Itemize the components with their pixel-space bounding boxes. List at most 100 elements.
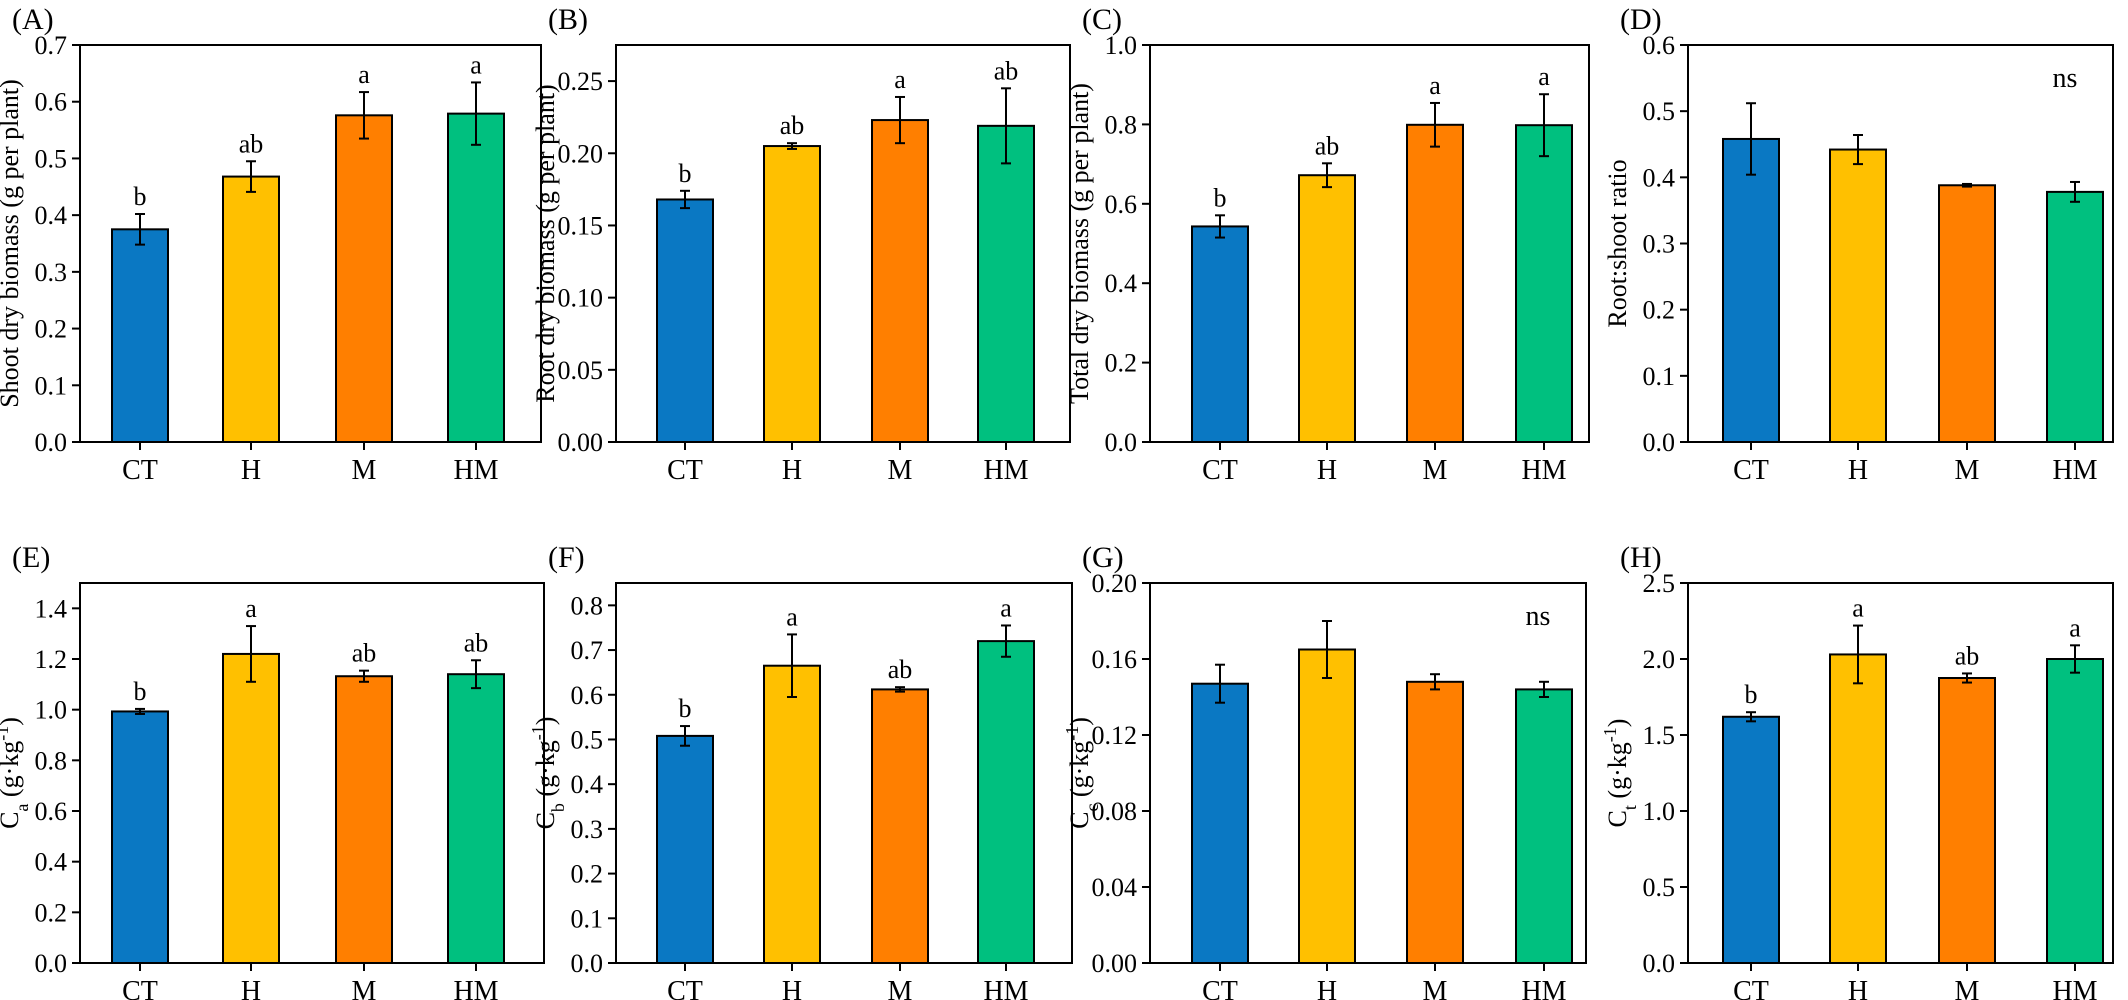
- x-tick-label: H: [1848, 976, 1868, 1000]
- bar: [1722, 137, 1780, 443]
- bar: [763, 664, 821, 964]
- y-tick-label: 0.0: [1105, 428, 1138, 457]
- y-tick-label: 0.5: [35, 144, 68, 173]
- y-tick-label: 0.0: [1643, 428, 1676, 457]
- y-axis-label: Root dry biomass (g per plant): [531, 84, 560, 402]
- chart-panel: (H) b CT a Hab Ma HM 0.0 0.5 1.0 1.5 2.0 2.5 Ct (g·kg…: [1600, 541, 2114, 1000]
- x-tick-label: CT: [122, 976, 158, 1000]
- y-tick-label: 2.5: [1643, 569, 1676, 598]
- y-tick-label: 1.2: [35, 645, 68, 674]
- y-tick-label: 0.3: [35, 258, 68, 287]
- x-tick-label: H: [241, 455, 261, 486]
- ylabel-unit: (g·kg: [1065, 741, 1094, 804]
- x-tick-label: H: [1317, 455, 1337, 486]
- y-tick-label: 0.25: [558, 67, 604, 96]
- bar: [871, 688, 929, 965]
- bar: [1829, 148, 1887, 443]
- x-tick-label: M: [888, 455, 913, 486]
- x-tick-label: M: [888, 976, 913, 1000]
- bar: [1406, 123, 1464, 443]
- x-tick-label: HM: [1521, 976, 1566, 1000]
- x-tick-label: CT: [667, 455, 703, 486]
- x-tick-label: HM: [453, 455, 498, 486]
- ylabel-base: C: [531, 812, 560, 829]
- significance-letter: b: [679, 694, 692, 723]
- ylabel-close: ): [1603, 719, 1632, 728]
- x-tick-label: M: [1423, 455, 1448, 486]
- ylabel-subscript: t: [1620, 805, 1640, 810]
- y-tick-label: 0.12: [1092, 721, 1138, 750]
- y-tick-label: 0.1: [571, 904, 604, 933]
- y-tick-label: 1.4: [35, 594, 68, 623]
- y-tick-label: 1.0: [1643, 797, 1676, 826]
- significance-letter: b: [1745, 680, 1758, 709]
- plot-frame: [615, 582, 1073, 964]
- significance-letter: ab: [464, 628, 489, 657]
- significance-letter: ab: [888, 655, 913, 684]
- y-tick-label: 0.6: [1643, 31, 1676, 60]
- x-tick-label: CT: [667, 976, 703, 1000]
- x-tick-label: H: [782, 455, 802, 486]
- bar: [1406, 680, 1464, 964]
- x-tick-label: CT: [1733, 455, 1769, 486]
- plot-frame: [1149, 44, 1590, 443]
- bar: [656, 198, 714, 443]
- ylabel-close: ): [531, 717, 560, 726]
- y-tick-label: 0.3: [1643, 230, 1676, 259]
- panel-label: (A): [12, 3, 54, 36]
- significance-letter: b: [679, 159, 692, 188]
- bar: [763, 145, 821, 444]
- y-tick-label: 0.2: [1105, 349, 1138, 378]
- x-tick-label: CT: [1202, 976, 1238, 1000]
- y-tick-label: 0.7: [571, 636, 604, 665]
- y-tick-label: 0.0: [1643, 949, 1676, 978]
- y-axis-label: Root:shoot ratio: [1603, 159, 1632, 327]
- y-axis-label: Cc (g·kg-1): [1062, 717, 1102, 829]
- x-tick-label: H: [782, 976, 802, 1000]
- bar: [1722, 715, 1780, 965]
- significance-letter: ab: [1955, 641, 1980, 670]
- ylabel-base: C: [0, 812, 24, 829]
- significance-letter: b: [1214, 183, 1227, 212]
- ylabel-subscript: c: [1082, 804, 1102, 812]
- y-tick-label: 1.0: [35, 696, 68, 725]
- ylabel-superscript: -1: [528, 725, 548, 740]
- ylabel-unit: (g·kg: [531, 740, 560, 803]
- y-axis-label: Ca (g·kg-1): [0, 717, 32, 829]
- bar: [656, 734, 714, 964]
- plot-frame: [79, 582, 545, 964]
- y-tick-label: 0.2: [1643, 296, 1676, 325]
- y-tick-label: 1.5: [1643, 721, 1676, 750]
- y-tick-label: 0.00: [1092, 949, 1138, 978]
- y-axis-label: Cb (g·kg-1): [528, 717, 568, 830]
- y-tick-label: 0.8: [1105, 110, 1138, 139]
- significance-letter: a: [1000, 593, 1012, 622]
- bar: [222, 652, 280, 965]
- x-tick-label: HM: [453, 976, 498, 1000]
- significance-letter: b: [134, 677, 147, 706]
- ylabel-subscript: b: [548, 803, 568, 812]
- bar: [1515, 124, 1573, 443]
- y-tick-label: 2.0: [1643, 645, 1676, 674]
- bar: [1298, 174, 1356, 443]
- x-tick-label: CT: [1202, 455, 1238, 486]
- y-tick-label: 0.20: [558, 139, 604, 168]
- plot-frame: [615, 44, 1071, 443]
- y-tick-label: 0.0: [35, 428, 68, 457]
- y-tick-label: 0.8: [35, 746, 68, 775]
- y-tick-label: 0.4: [571, 770, 604, 799]
- ns-note: ns: [1526, 601, 1551, 632]
- bar: [447, 112, 505, 443]
- bar: [1938, 184, 1996, 443]
- y-tick-label: 0.20: [1092, 569, 1138, 598]
- y-tick-label: 0.4: [1643, 163, 1676, 192]
- panel-label: (B): [548, 3, 588, 36]
- y-axis-label: Total dry biomass (g per plant): [1065, 83, 1094, 404]
- plot-frame: [1687, 582, 2114, 964]
- x-tick-label: M: [1423, 976, 1448, 1000]
- chart-panel: (B) b CT ab Ha Mab HM 0.00 0.05 0.10 0.15 0.20 0.25R…: [531, 3, 1071, 486]
- bar: [447, 673, 505, 964]
- bar: [1515, 688, 1573, 965]
- bar: [1298, 648, 1356, 964]
